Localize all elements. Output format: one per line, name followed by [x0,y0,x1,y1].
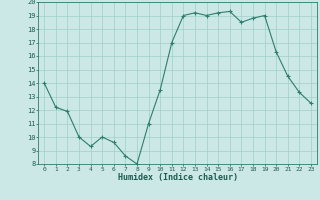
X-axis label: Humidex (Indice chaleur): Humidex (Indice chaleur) [118,173,238,182]
